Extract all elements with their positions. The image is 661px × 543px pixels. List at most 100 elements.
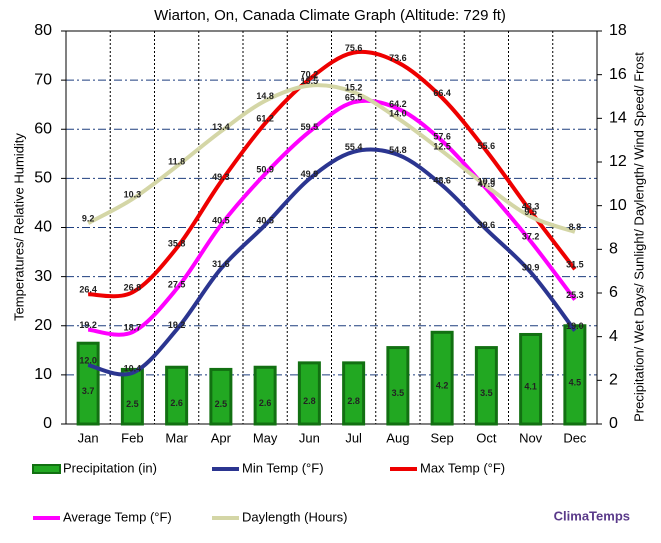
x-tick-label: May [253,430,278,445]
y-tick-label: 0 [43,415,52,432]
data-label: 54.8 [389,145,407,155]
legend-label: Max Temp (°F) [420,460,505,475]
chart-title: Wiarton, On, Canada Climate Graph (Altit… [154,7,506,24]
data-label: 3.5 [480,388,493,398]
data-label: 50.9 [256,164,274,174]
data-label: 30.9 [522,263,540,273]
bar [253,365,277,426]
data-label: 15.5 [301,76,319,86]
y-tick-label: 50 [34,170,52,187]
bar [297,361,321,426]
data-label: 2.8 [347,396,360,406]
data-label: 31.6 [212,259,230,269]
x-tick-label: Aug [386,430,409,445]
data-label: 4.1 [524,382,537,392]
data-label: 19.2 [168,320,186,330]
data-label: 49.9 [301,169,319,179]
data-label: 19.2 [79,320,97,330]
data-label: 4.2 [436,381,449,391]
bar [519,332,543,426]
x-tick-label: Feb [121,430,143,445]
data-label: 4.5 [569,377,582,387]
y-tick-label: 70 [34,71,52,88]
data-label: 61.2 [256,114,274,124]
data-label: 55.6 [478,141,496,151]
bar [209,367,233,426]
y2-tick-label: 0 [609,415,618,432]
y2-tick-label: 4 [609,328,618,345]
bar [430,330,454,426]
bar [120,367,144,426]
data-label: 2.6 [259,398,272,408]
data-label: 35.8 [168,239,186,249]
bar [342,361,366,426]
data-label: 14.8 [256,91,274,101]
data-label: 55.4 [345,142,363,152]
data-label: 37.2 [522,232,540,242]
bar [474,346,498,426]
y-axis-title: Temperatures/ Relative Humidity [11,133,26,321]
y2-tick-label: 10 [609,197,627,214]
x-tick-label: Jan [78,430,99,445]
y-tick-label: 80 [34,22,52,39]
attribution: ClimaTemps [554,508,630,523]
data-label: 59.5 [301,122,319,132]
legend-label: Daylength (Hours) [242,509,348,524]
x-tick-label: Jun [299,430,320,445]
data-label: 64.2 [389,99,407,109]
data-label: 48.6 [433,176,451,186]
y2-tick-label: 14 [609,110,627,127]
data-label: 26.4 [79,285,97,295]
data-label: 13.4 [212,122,230,132]
legend-label: Average Temp (°F) [63,509,172,524]
x-tick-label: Apr [211,430,232,445]
data-label: 11.8 [168,157,185,167]
data-label: 2.5 [126,399,139,409]
legend-swatch [32,464,61,474]
data-label: 26.8 [124,283,142,293]
data-label: 70.2 [301,70,319,80]
data-label: 2.6 [170,398,183,408]
data-label: 14.0 [389,109,407,119]
plot-frame [65,30,598,425]
y-tick-label: 30 [34,268,52,285]
series-line [87,83,576,234]
y2-tick-label: 8 [609,241,618,258]
bar [563,324,587,426]
x-tick-label: Oct [476,430,497,445]
data-label: 40.5 [256,215,274,225]
x-tick-label: Jul [345,430,362,445]
x-tick-label: Mar [165,430,188,445]
y2-axis-title: Precipitation/ Wet Days/ Sunlight/ Dayle… [631,52,646,422]
legend-label: Precipitation (in) [63,460,157,475]
data-label: 9.5 [524,207,537,217]
data-label: 2.5 [215,399,228,409]
data-label: 3.7 [82,386,95,396]
legend-label: Min Temp (°F) [242,460,324,475]
data-label: 15.2 [345,83,363,93]
bar [386,346,410,426]
data-label: 18.7 [124,323,142,333]
y-tick-label: 10 [34,366,52,383]
data-label: 2.8 [303,396,316,406]
y-tick-label: 40 [34,219,52,236]
data-label: 47.9 [478,179,496,189]
data-label: 73.6 [389,53,407,63]
y-tick-label: 20 [34,317,52,334]
x-tick-label: Nov [519,430,543,445]
y2-tick-label: 16 [609,66,627,83]
data-label: 19.0 [566,321,584,331]
data-label: 66.4 [433,88,451,98]
data-label: 75.6 [345,43,363,53]
data-label: 49.3 [212,172,230,182]
series-line [87,147,577,377]
series-line [88,49,577,299]
y-tick-label: 60 [34,120,52,137]
data-label: 3.5 [392,388,405,398]
bar [165,365,189,426]
data-label: 10.3 [124,189,142,199]
x-tick-label: Sep [431,430,454,445]
data-label: 39.6 [478,220,496,230]
data-label: 31.5 [566,260,584,270]
